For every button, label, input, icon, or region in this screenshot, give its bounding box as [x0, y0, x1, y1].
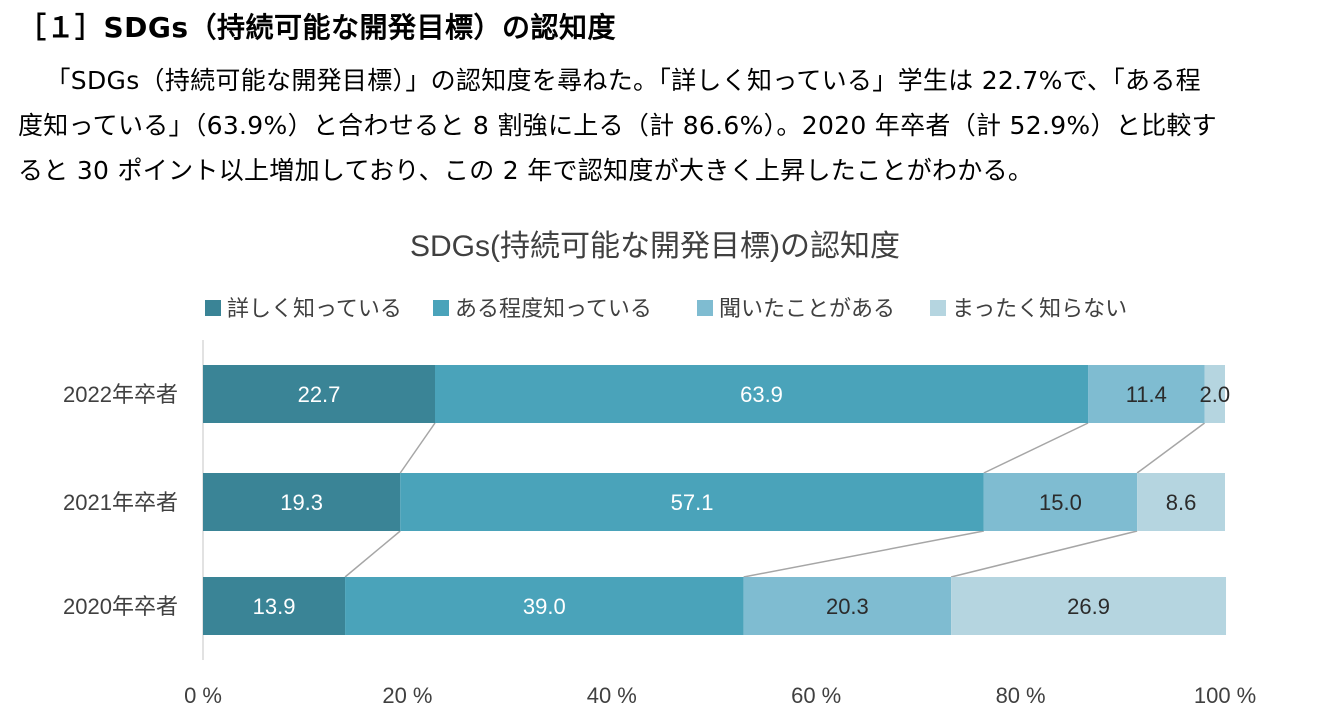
- legend-swatch-4: [930, 300, 946, 316]
- data-label-2-3: 15.0: [1039, 490, 1082, 515]
- data-label-3-3: 20.3: [826, 594, 869, 619]
- data-label-2-4: 8.6: [1166, 490, 1197, 515]
- bar-1-4: [1204, 365, 1225, 423]
- data-labels-group: 22.7 63.9 11.4 2.0 19.3 57.1 15.0 8.6 13.9 39.0 20…: [253, 382, 1230, 619]
- series-line-2-3: [950, 530, 1138, 578]
- chart-legend: 詳しく知っている ある程度知っている 聞いたことがある まったく知らない: [205, 296, 1127, 321]
- bar-1-1: [203, 365, 435, 423]
- description-paragraph: 「SDGs（持続可能な開発目標）」の認知度を尋ねた。「詳しく知っている」学生は …: [18, 58, 1308, 193]
- legend-swatch-3: [697, 300, 713, 316]
- bar-3-4: [951, 577, 1227, 635]
- x-tick-label-60: 60%: [791, 683, 841, 708]
- chart-title: SDGs(持続可能な開発目標)の認知度: [410, 230, 900, 263]
- bar-1-3: [1088, 365, 1205, 423]
- category-label-1: 2022年卒者: [63, 382, 178, 407]
- bar-3-2: [345, 577, 744, 635]
- x-tick-label-0: 0%: [184, 683, 222, 708]
- x-tick-label-40: 40%: [587, 683, 637, 708]
- bars-group: [203, 365, 1227, 635]
- series-line-2-1: [344, 530, 401, 578]
- bar-2-1: [203, 473, 401, 531]
- x-tick-label-100: 100%: [1194, 683, 1256, 708]
- legend-swatch-1: [205, 300, 221, 316]
- sdgs-awareness-chart: SDGs(持続可能な開発目標)の認知度 詳しく知っている ある程度知っている 聞いた…: [63, 230, 1256, 708]
- data-label-3-4: 26.9: [1067, 594, 1110, 619]
- legend-label-3: 聞いたことがある: [719, 296, 895, 321]
- data-label-2-1: 19.3: [280, 490, 323, 515]
- data-label-1-1: 22.7: [298, 382, 341, 407]
- series-line-2-2: [743, 530, 984, 578]
- legend-swatch-2: [433, 300, 449, 316]
- x-tick-label-80: 80%: [996, 683, 1046, 708]
- legend-label-4: まったく知らない: [952, 296, 1127, 321]
- bar-3-3: [743, 577, 952, 635]
- data-label-1-3: 11.4: [1126, 382, 1167, 407]
- data-label-3-2: 39.0: [523, 594, 566, 619]
- legend-label-1: 詳しく知っている: [227, 296, 402, 321]
- data-label-1-4: 2.0: [1199, 382, 1230, 407]
- paragraph-line-2: 度知っている」（63.9%）と合わせると 8 割強に上る（計 86.6%）。20…: [18, 111, 1217, 140]
- bar-2-2: [400, 473, 984, 531]
- data-label-3-1: 13.9: [253, 594, 296, 619]
- category-labels-group: 2022年卒者 2021年卒者 2020年卒者: [63, 382, 178, 619]
- series-line-1-1: [399, 422, 436, 474]
- x-axis-ticks: 0% 20% 40% 60% 80% 100%: [184, 683, 1256, 708]
- category-label-3: 2020年卒者: [63, 594, 178, 619]
- paragraph-line-1: 「SDGs（持続可能な開発目標）」の認知度を尋ねた。「詳しく知っている」学生は …: [45, 66, 1201, 95]
- category-label-2: 2021年卒者: [63, 490, 178, 515]
- bar-3-1: [203, 577, 346, 635]
- data-label-1-2: 63.9: [740, 382, 783, 407]
- section-heading: ［１］SDGs（持続可能な開発目標）の認知度: [18, 11, 617, 44]
- series-line-1-2: [983, 422, 1089, 474]
- series-lines: [344, 422, 1206, 578]
- bar-2-3: [983, 473, 1138, 531]
- bar-2-4: [1137, 473, 1225, 531]
- x-tick-label-20: 20%: [382, 683, 432, 708]
- series-line-1-3: [1136, 422, 1206, 474]
- legend-label-2: ある程度知っている: [455, 296, 652, 321]
- bar-1-2: [434, 365, 1089, 423]
- paragraph-line-3: ると 30 ポイント以上増加しており、この 2 年で認知度が大きく上昇したことが…: [18, 156, 1034, 185]
- data-label-2-2: 57.1: [671, 490, 714, 515]
